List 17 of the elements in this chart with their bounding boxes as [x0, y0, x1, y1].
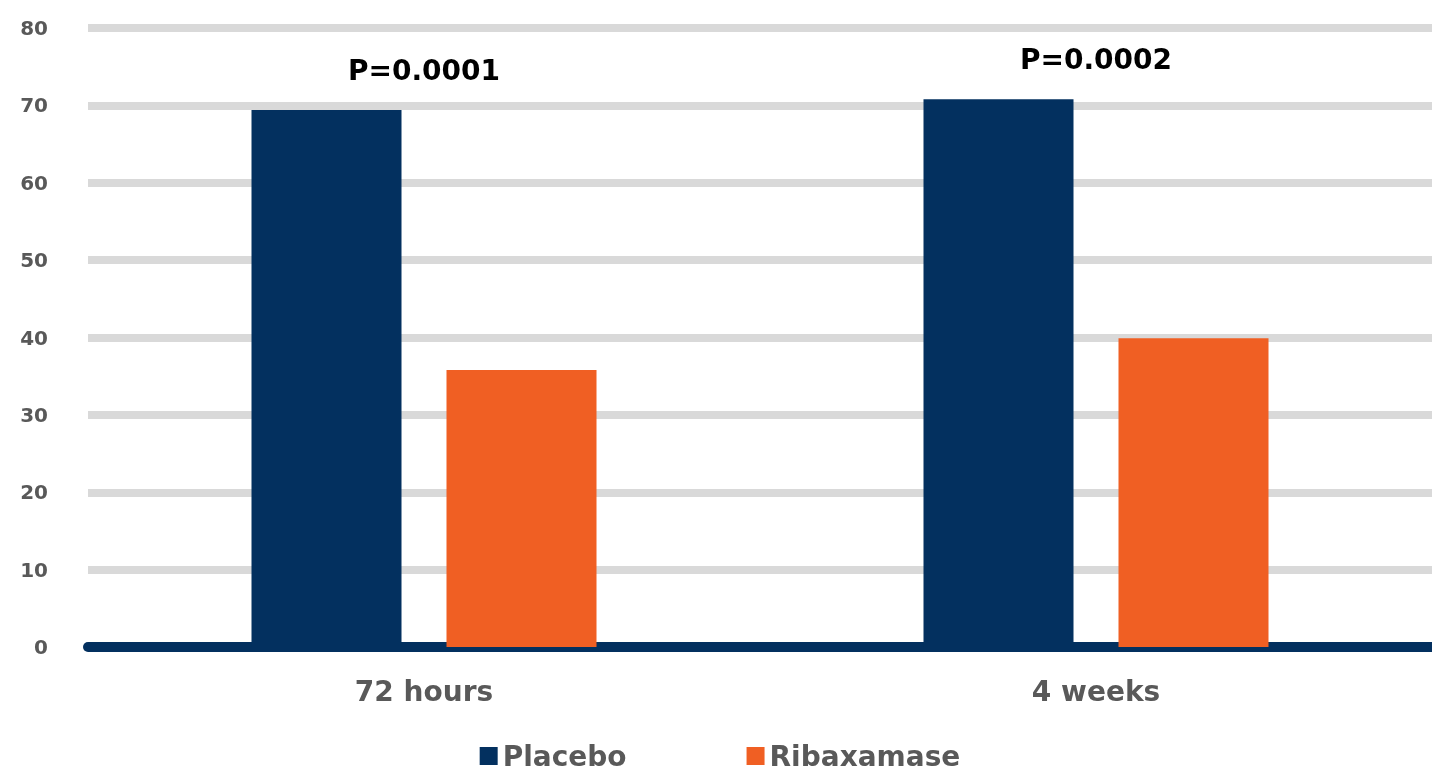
bar — [446, 370, 597, 647]
y-tick-label: 60 — [20, 170, 48, 195]
y-tick-label: 20 — [20, 480, 48, 505]
y-tick-label: 40 — [20, 325, 48, 350]
legend-label: Ribaxamase — [769, 739, 961, 773]
y-tick-label: 50 — [20, 248, 48, 273]
y-tick-label: 30 — [20, 402, 48, 427]
x-tick-label: 72 hours — [354, 674, 494, 708]
annotation: P=0.0001 — [347, 53, 501, 87]
y-tick-label: 80 — [20, 16, 48, 40]
y-tick-label: 0 — [34, 635, 48, 659]
annotation: P=0.0002 — [1019, 42, 1173, 76]
y-tick-label: 70 — [20, 93, 48, 118]
legend-label: Placebo — [502, 739, 627, 773]
x-tick-label: 4 weeks — [1031, 674, 1161, 708]
y-tick-label: 10 — [20, 557, 48, 582]
bar — [1118, 338, 1269, 647]
